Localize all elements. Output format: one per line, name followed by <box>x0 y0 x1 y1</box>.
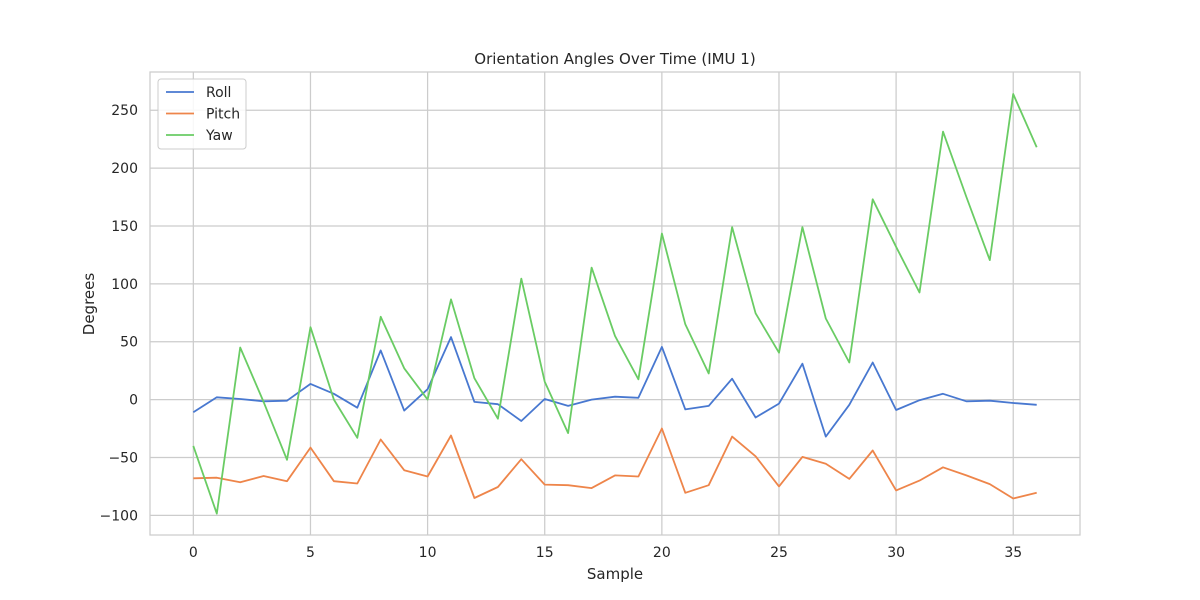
legend-box <box>157 78 247 150</box>
y-tick-label: −100 <box>100 508 138 524</box>
x-tick-label: 10 <box>419 545 437 561</box>
x-tick-label: 30 <box>887 545 905 561</box>
plot-frame <box>149 71 1081 536</box>
legend-label-pitch: Pitch <box>206 107 240 123</box>
y-tick-label: 50 <box>120 335 138 351</box>
y-tick-label: 0 <box>129 393 138 409</box>
y-axis-ticks: −100 −50 0 50 100 150 200 250 <box>100 103 138 524</box>
x-tick-label: 35 <box>1004 545 1022 561</box>
series-line-pitch <box>193 427 1037 500</box>
y-tick-label: 250 <box>111 103 138 119</box>
x-tick-label: 15 <box>536 545 554 561</box>
x-tick-label: 5 <box>306 545 315 561</box>
y-tick-label: 100 <box>111 277 138 293</box>
legend-label-roll: Roll <box>206 85 231 101</box>
x-tick-label: 20 <box>653 545 671 561</box>
legend-label-yaw: Yaw <box>205 128 233 144</box>
series-layer <box>192 93 1038 515</box>
x-tick-label: 0 <box>189 545 198 561</box>
y-axis-title: Degrees <box>80 273 98 336</box>
x-axis-title: Sample <box>587 565 643 583</box>
series-line-roll <box>192 336 1037 438</box>
legend: Roll Pitch Yaw <box>157 78 247 150</box>
chart-title: Orientation Angles Over Time (IMU 1) <box>474 50 755 68</box>
y-tick-label: −50 <box>108 450 138 466</box>
y-tick-label: 200 <box>111 161 138 177</box>
x-tick-label: 25 <box>770 545 788 561</box>
y-tick-label: 150 <box>111 219 138 235</box>
series-line-yaw <box>192 93 1038 515</box>
x-axis-ticks: 0 5 10 15 20 25 30 35 <box>189 545 1022 561</box>
